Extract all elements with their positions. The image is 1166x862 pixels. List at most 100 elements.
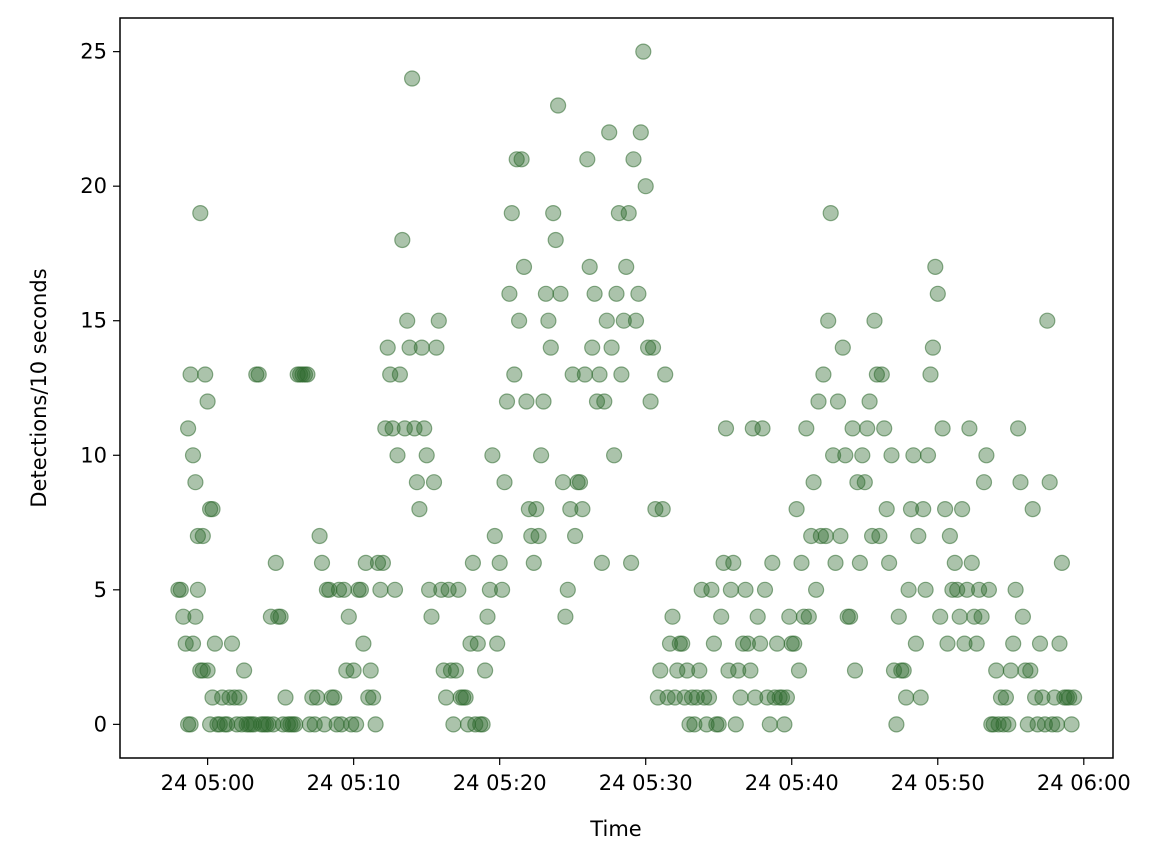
scatter-point — [700, 689, 718, 706]
scatter-point — [481, 581, 498, 598]
scatter-point — [379, 339, 396, 356]
scatter-point — [924, 339, 942, 356]
scatter-point — [1009, 420, 1027, 437]
scatter-point — [598, 312, 615, 329]
scatter-point — [988, 662, 1005, 679]
scatter-point — [790, 662, 808, 679]
scatter-point — [369, 554, 387, 572]
scatter-point — [710, 716, 727, 733]
scatter-point — [778, 689, 796, 706]
scatter-point — [421, 581, 438, 598]
scatter-point — [601, 124, 618, 141]
scatter-point — [995, 716, 1012, 733]
scatter-point — [793, 554, 810, 572]
scatter-point — [657, 366, 674, 383]
scatter-point — [479, 608, 496, 625]
scatter-point — [635, 43, 652, 60]
scatter-point — [1051, 635, 1068, 652]
scatter-point — [608, 285, 625, 302]
scatter-point — [625, 151, 642, 168]
scatter-point — [742, 662, 759, 679]
scatter-point — [1002, 662, 1019, 679]
scatter-point — [764, 554, 781, 572]
x-axis-label: Time — [589, 817, 641, 841]
scatter-point — [552, 285, 569, 302]
scatter-point — [175, 608, 192, 625]
scatter-point — [912, 689, 929, 706]
scatter-point — [591, 366, 608, 383]
scatter-point — [231, 689, 248, 706]
scatter-point — [739, 635, 757, 652]
scatter-point — [632, 124, 649, 141]
scatter-point — [824, 447, 842, 464]
scatter-point — [910, 527, 927, 545]
x-tick-label: 24 05:40 — [745, 771, 839, 795]
y-tick-label: 10 — [80, 443, 107, 467]
scatter-point — [182, 716, 199, 733]
scatter-point — [581, 258, 598, 275]
scatter-point — [579, 151, 596, 168]
scatter-point — [734, 635, 752, 652]
scatter-point — [386, 581, 404, 598]
scatter-point — [189, 527, 206, 545]
scatter-point — [494, 581, 511, 598]
scatter-point — [571, 474, 589, 491]
scatter-point — [226, 689, 243, 706]
scatter-point — [900, 581, 917, 598]
scatter-point — [691, 662, 708, 679]
scatter-point — [501, 285, 518, 302]
scatter-point — [194, 527, 211, 545]
plot-frame — [119, 17, 1114, 759]
scatter-point — [878, 501, 895, 518]
scatter-point — [1014, 608, 1032, 625]
scatter-point — [975, 474, 993, 491]
scatter-point — [603, 339, 620, 356]
scatter-point — [713, 608, 730, 625]
scatter-point — [557, 608, 574, 625]
scatter-point — [1044, 716, 1061, 733]
scatter-point — [958, 581, 976, 598]
scatter-point — [330, 581, 348, 598]
scatter-point — [491, 554, 508, 572]
scatter-point — [474, 716, 491, 733]
scatter-point — [854, 447, 871, 464]
scatter-point — [1041, 474, 1058, 491]
scatter-point — [194, 662, 211, 679]
scatter-point — [895, 662, 912, 679]
scatter-point — [348, 716, 365, 733]
scatter-point — [695, 689, 713, 706]
scatter-point — [542, 339, 559, 356]
scatter-point — [613, 366, 630, 383]
scatter-point — [761, 716, 778, 733]
scatter-point — [192, 205, 209, 222]
scatter-point — [788, 501, 805, 518]
scatter-point — [786, 635, 803, 652]
scatter-point — [703, 581, 720, 598]
scatter-point — [805, 474, 822, 491]
scatter-point — [939, 635, 956, 652]
scatter-point — [905, 447, 922, 464]
scatter-point — [423, 608, 440, 625]
scatter-point — [722, 581, 740, 598]
scatter-point — [941, 527, 959, 545]
y-tick-label: 20 — [80, 174, 107, 198]
scatter-point — [725, 554, 742, 572]
scatter-point — [953, 501, 971, 518]
scatter-point — [326, 689, 343, 706]
scatter-point — [187, 474, 204, 491]
scatter-point — [404, 70, 421, 87]
x-tick-label: 24 05:10 — [307, 771, 401, 795]
scatter-point — [184, 447, 202, 464]
scatter-point — [584, 339, 601, 356]
scatter-point — [871, 527, 888, 545]
scatter-point — [846, 662, 864, 679]
scatter-point — [817, 527, 834, 545]
scatter-point — [1012, 474, 1029, 491]
scatter-point — [978, 447, 995, 464]
scatter-point — [936, 501, 954, 518]
scatter-point — [506, 366, 523, 383]
x-tick-label: 24 05:20 — [453, 771, 547, 795]
scatter-point — [394, 231, 411, 249]
scatter-point — [428, 339, 445, 356]
x-tick-label: 24 05:30 — [599, 771, 693, 795]
